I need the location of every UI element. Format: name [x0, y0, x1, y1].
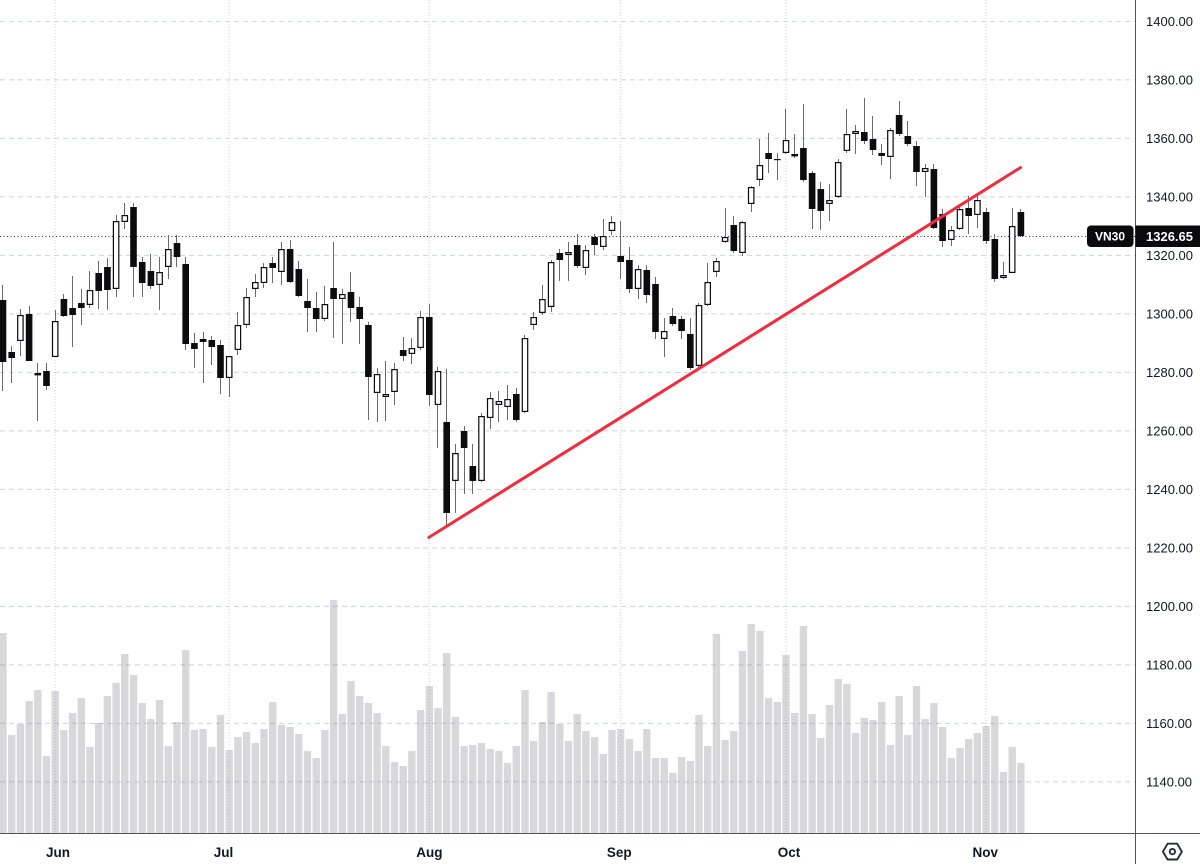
- svg-text:Sep: Sep: [607, 845, 632, 860]
- svg-text:Jun: Jun: [46, 845, 70, 860]
- svg-text:1180.00: 1180.00: [1146, 657, 1192, 672]
- svg-text:1260.00: 1260.00: [1146, 423, 1193, 438]
- svg-text:1340.00: 1340.00: [1146, 189, 1193, 204]
- svg-text:VN30: VN30: [1095, 230, 1125, 244]
- svg-text:1240.00: 1240.00: [1146, 482, 1193, 497]
- svg-text:1200.00: 1200.00: [1146, 599, 1193, 614]
- svg-text:1326.65: 1326.65: [1146, 229, 1193, 244]
- svg-text:1300.00: 1300.00: [1146, 306, 1193, 321]
- svg-text:1360.00: 1360.00: [1146, 131, 1193, 146]
- svg-text:1140.00: 1140.00: [1146, 774, 1192, 789]
- svg-text:1280.00: 1280.00: [1146, 365, 1193, 380]
- svg-text:Jul: Jul: [214, 845, 234, 860]
- svg-text:Aug: Aug: [416, 845, 442, 860]
- svg-text:1160.00: 1160.00: [1146, 716, 1192, 731]
- svg-text:1380.00: 1380.00: [1146, 72, 1193, 87]
- svg-text:Oct: Oct: [778, 845, 801, 860]
- svg-text:1220.00: 1220.00: [1146, 540, 1193, 555]
- svg-text:1320.00: 1320.00: [1146, 248, 1193, 263]
- svg-text:Nov: Nov: [973, 845, 999, 860]
- svg-text:1400.00: 1400.00: [1146, 14, 1193, 29]
